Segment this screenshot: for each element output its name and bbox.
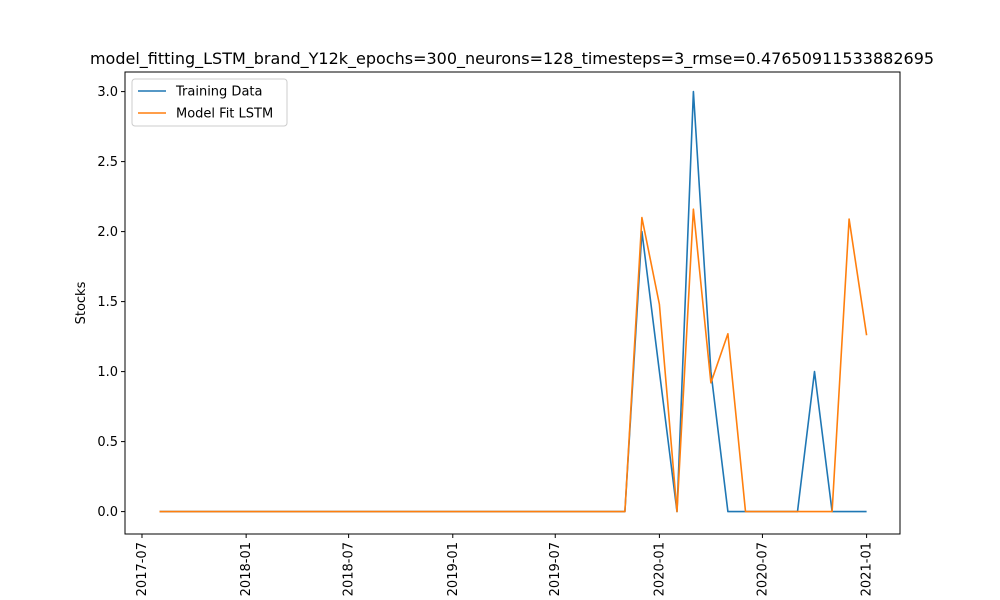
x-tick-label: 2018-01 [239,542,254,596]
chart-title: model_fitting_LSTM_brand_Y12k_epochs=300… [90,49,934,69]
y-tick-label: 3.0 [97,85,118,100]
legend-label-training-data: Training Data [175,85,262,100]
legend-box [131,78,288,127]
y-tick-label: 0.5 [97,435,118,450]
legend: Training Data Model Fit LSTM [131,78,288,127]
x-tick-label: 2020-07 [755,542,770,596]
legend-label-model-fit-lstm: Model Fit LSTM [176,107,273,122]
x-tick-label: 2017-07 [135,542,150,596]
series-line-model-fit-lstm [159,208,868,513]
plot-background [125,72,900,534]
x-tick-label: 2019-01 [446,542,461,596]
series-line-training-data [159,90,867,513]
y-axis-label: Stocks [74,281,89,324]
x-tick-label: 2019-07 [548,542,563,596]
x-tick-label: 2021-01 [860,542,875,596]
x-tick-label: 2018-07 [342,542,357,596]
y-tick-label: 0.0 [97,505,118,520]
y-tick-label: 2.5 [97,155,118,170]
y-tick-label: 2.0 [97,225,118,240]
y-tick-label: 1.0 [97,365,118,380]
y-axis: 0.0 0.5 1.0 1.5 2.0 2.5 3.0 [97,85,125,520]
x-axis: 2017-07 2018-01 2018-07 2019-01 2019-07 2020-… [135,534,875,596]
series-layer [159,90,868,513]
y-tick-label: 1.5 [97,295,118,310]
x-tick-label: 2020-01 [652,542,667,596]
plot-frame [124,71,901,535]
